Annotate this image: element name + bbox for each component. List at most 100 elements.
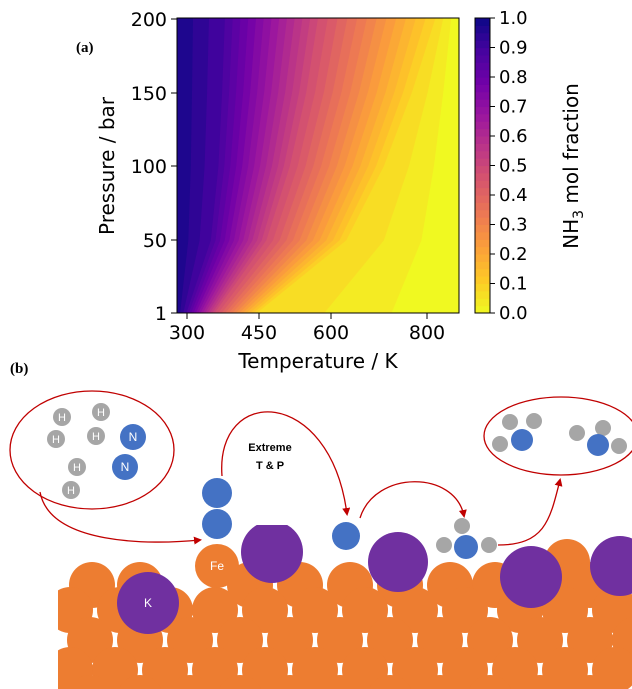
adsorbed-n-atom	[332, 522, 360, 550]
heatmap-bands	[177, 18, 459, 313]
iron-atom	[192, 647, 238, 689]
iron-atom	[142, 647, 188, 689]
colorbar-tick-label: 0.8	[499, 67, 528, 88]
iron-atom	[118, 675, 162, 689]
adsorbed-nh3	[436, 518, 497, 559]
catalyst-surface: K	[58, 525, 632, 689]
colorbar-segment	[475, 158, 490, 167]
y-tick-label: 1	[155, 303, 167, 325]
colorbar-segment	[475, 261, 490, 270]
x-tick-label: 300	[169, 322, 205, 344]
colorbar-segment	[475, 32, 490, 41]
colorbar-segment	[475, 136, 490, 144]
colorbar-segment	[475, 62, 490, 71]
colorbar-tick-label: 0.1	[499, 274, 528, 295]
panel-a: (a) 200 150 100 50 1 Pressure / bar 300	[76, 8, 587, 373]
arrow-dissociation	[221, 411, 351, 516]
iron-atom	[292, 647, 338, 689]
colorbar-segment	[475, 69, 490, 78]
colorbar-tick-label: 0.9	[499, 38, 528, 59]
colorbar-segment	[475, 47, 490, 56]
hydrogen-atom: H	[87, 427, 105, 445]
svg-text:H: H	[52, 434, 60, 446]
nitrogen-atom: N	[112, 454, 138, 480]
colorbar-segment	[475, 195, 490, 203]
svg-text:H: H	[73, 462, 81, 474]
iron-atom-lattice: K	[58, 525, 632, 689]
arrow-adsorption	[39, 491, 202, 545]
colorbar-segment	[475, 202, 490, 211]
colorbar-segment	[475, 224, 490, 233]
colorbar-segment	[475, 128, 490, 137]
colorbar-segment	[475, 54, 490, 63]
svg-text:H: H	[58, 412, 66, 424]
arrow-hydrogenation	[359, 481, 467, 519]
colorbar-tick-label: 0.2	[499, 244, 528, 265]
hydrogen-atom: H	[92, 403, 110, 421]
colorbar-segment	[475, 91, 490, 100]
svg-text:N: N	[129, 430, 138, 444]
fe-label: Fe	[210, 559, 224, 573]
callout-text: Extreme	[248, 442, 291, 454]
colorbar-segment	[475, 305, 490, 314]
x-tick-label: 600	[313, 322, 349, 344]
arrow-desorption	[497, 478, 563, 546]
iron-atom	[242, 647, 288, 689]
colorbar-title: NH3 mol fraction	[559, 83, 587, 249]
colorbar-tick-label: 0.0	[499, 303, 528, 324]
potassium-atom	[500, 546, 562, 608]
heatmap-band	[177, 18, 193, 313]
colorbar-segment	[475, 113, 490, 122]
panel-a-label: (a)	[76, 40, 94, 56]
y-axis: 200 150 100 50 1 Pressure / bar	[95, 9, 177, 325]
colorbar-tick-label: 1.0	[499, 8, 528, 29]
colorbar-segment	[475, 276, 490, 285]
colorbar: 1.0 0.9 0.8 0.7 0.6 0.5 0.4 0.3 0.2 0.1 0.0 NH3 mo…	[474, 8, 587, 324]
colorbar-segment	[475, 121, 490, 130]
callout-text: T & P	[256, 460, 284, 472]
colorbar-segment	[475, 99, 490, 108]
colorbar-segment	[475, 290, 490, 299]
iron-atom	[468, 675, 512, 689]
colorbar-segment	[475, 239, 490, 248]
reaction-arrows	[39, 411, 563, 546]
y-tick-label: 100	[131, 156, 167, 178]
colorbar-segment	[475, 18, 490, 26]
colorbar-ticks: 1.0 0.9 0.8 0.7 0.6 0.5 0.4 0.3 0.2 0.1 0.0	[490, 8, 528, 324]
colorbar-tick-label: 0.3	[499, 215, 528, 236]
colorbar-segment	[475, 106, 490, 115]
ammonia-molecule	[569, 420, 627, 456]
iron-atom	[168, 675, 212, 689]
colorbar-segment	[475, 254, 490, 262]
x-tick-label: 450	[241, 322, 277, 344]
iron-atom	[68, 675, 112, 689]
svg-text:H: H	[97, 407, 105, 419]
iron-atom	[392, 647, 438, 689]
colorbar-segment	[475, 231, 490, 240]
colorbar-segment	[475, 40, 490, 49]
colorbar-tick-label: 0.4	[499, 185, 528, 206]
potassium-atom	[241, 525, 303, 583]
colorbar-segment	[475, 268, 490, 277]
x-axis: 300 450 600 800 Temperature / K	[169, 313, 445, 373]
potassium-atom	[117, 572, 179, 634]
y-tick-label: 150	[131, 83, 167, 105]
ammonia-molecule	[492, 413, 542, 452]
y-tick-label: 50	[143, 230, 167, 252]
colorbar-segment	[475, 246, 490, 255]
hydrogen-atom: H	[68, 458, 86, 476]
colorbar-tick-label: 0.7	[499, 97, 528, 118]
iron-atom	[342, 647, 388, 689]
colorbar-segment	[475, 283, 490, 292]
y-tick-label: 200	[131, 9, 167, 31]
y-axis-title: Pressure / bar	[95, 96, 119, 235]
iron-atom	[318, 675, 362, 689]
hydrogen-atom: H	[47, 430, 65, 448]
hydrogen-atom: H	[53, 408, 71, 426]
iron-atom	[92, 647, 138, 689]
iron-atom	[542, 647, 588, 689]
iron-atom	[195, 544, 239, 588]
colorbar-bands	[475, 18, 490, 314]
iron-atom	[568, 675, 612, 689]
iron-atom	[268, 675, 312, 689]
